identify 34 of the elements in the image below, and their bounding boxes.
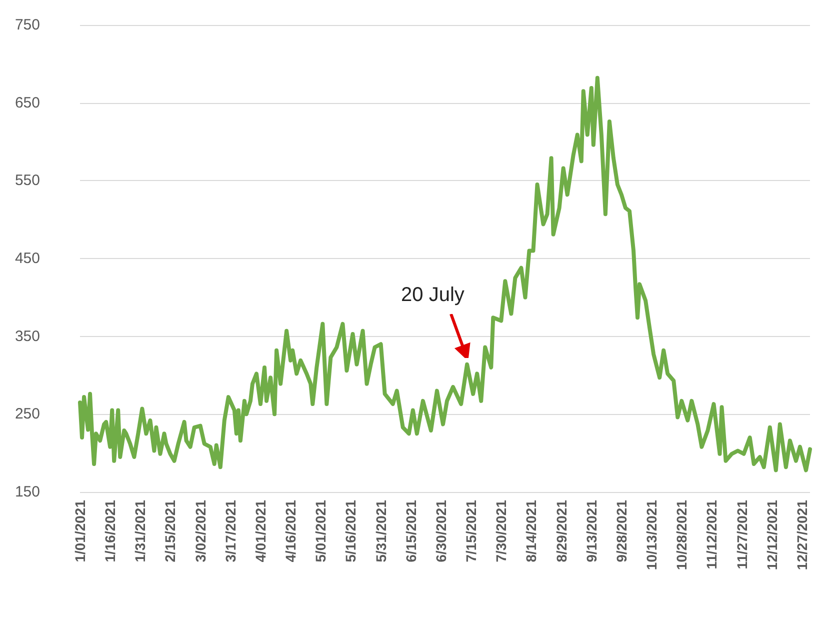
x-tick-label: 4/01/2021 bbox=[252, 500, 268, 562]
x-tick-label: 3/02/2021 bbox=[192, 500, 208, 562]
x-tick-label: 5/16/2021 bbox=[342, 500, 359, 562]
x-tick-label: 8/29/2021 bbox=[553, 500, 570, 562]
annotation: 20 July bbox=[401, 284, 464, 308]
x-tick-label: 3/17/2021 bbox=[222, 500, 238, 562]
y-tick-label: 350 bbox=[14, 328, 40, 345]
x-tick-label: 7/30/2021 bbox=[493, 500, 510, 562]
y-tick-label: 150 bbox=[14, 484, 40, 500]
x-tick-label: 7/15/2021 bbox=[463, 500, 480, 562]
line-series bbox=[78, 76, 812, 472]
x-tick-label: 11/27/2021 bbox=[734, 500, 750, 570]
x-tick-label: 12/27/2021 bbox=[794, 500, 810, 570]
y-tick-label: 650 bbox=[14, 94, 40, 112]
x-tick-label: 8/14/2021 bbox=[523, 500, 540, 562]
x-tick-label: 4/16/2021 bbox=[282, 500, 299, 562]
x-tick-label: 9/28/2021 bbox=[613, 500, 630, 562]
x-tick-label: 1/16/2021 bbox=[102, 500, 118, 562]
y-tick-label: 250 bbox=[14, 406, 40, 423]
x-tick-label: 1/01/2021 bbox=[72, 500, 88, 562]
x-tick-label: 5/01/2021 bbox=[312, 500, 329, 562]
x-tick-label: 9/13/2021 bbox=[583, 500, 600, 562]
x-tick-label: 10/13/2021 bbox=[644, 500, 660, 570]
y-tick-label: 550 bbox=[14, 172, 40, 190]
y-tick-label: 450 bbox=[14, 250, 40, 267]
x-tick-label: 6/15/2021 bbox=[402, 500, 419, 562]
x-tick-label: 6/30/2021 bbox=[432, 500, 449, 562]
x-tick-label: 5/31/2021 bbox=[372, 500, 389, 562]
x-tick-label: 12/12/2021 bbox=[764, 500, 780, 570]
x-tick-label: 2/15/2021 bbox=[162, 500, 178, 562]
x-tick-label: 10/28/2021 bbox=[674, 500, 690, 570]
y-tick-label: 750 bbox=[14, 16, 40, 34]
x-tick-label: 1/31/2021 bbox=[132, 500, 148, 562]
x-tick-label: 11/12/2021 bbox=[704, 500, 720, 570]
